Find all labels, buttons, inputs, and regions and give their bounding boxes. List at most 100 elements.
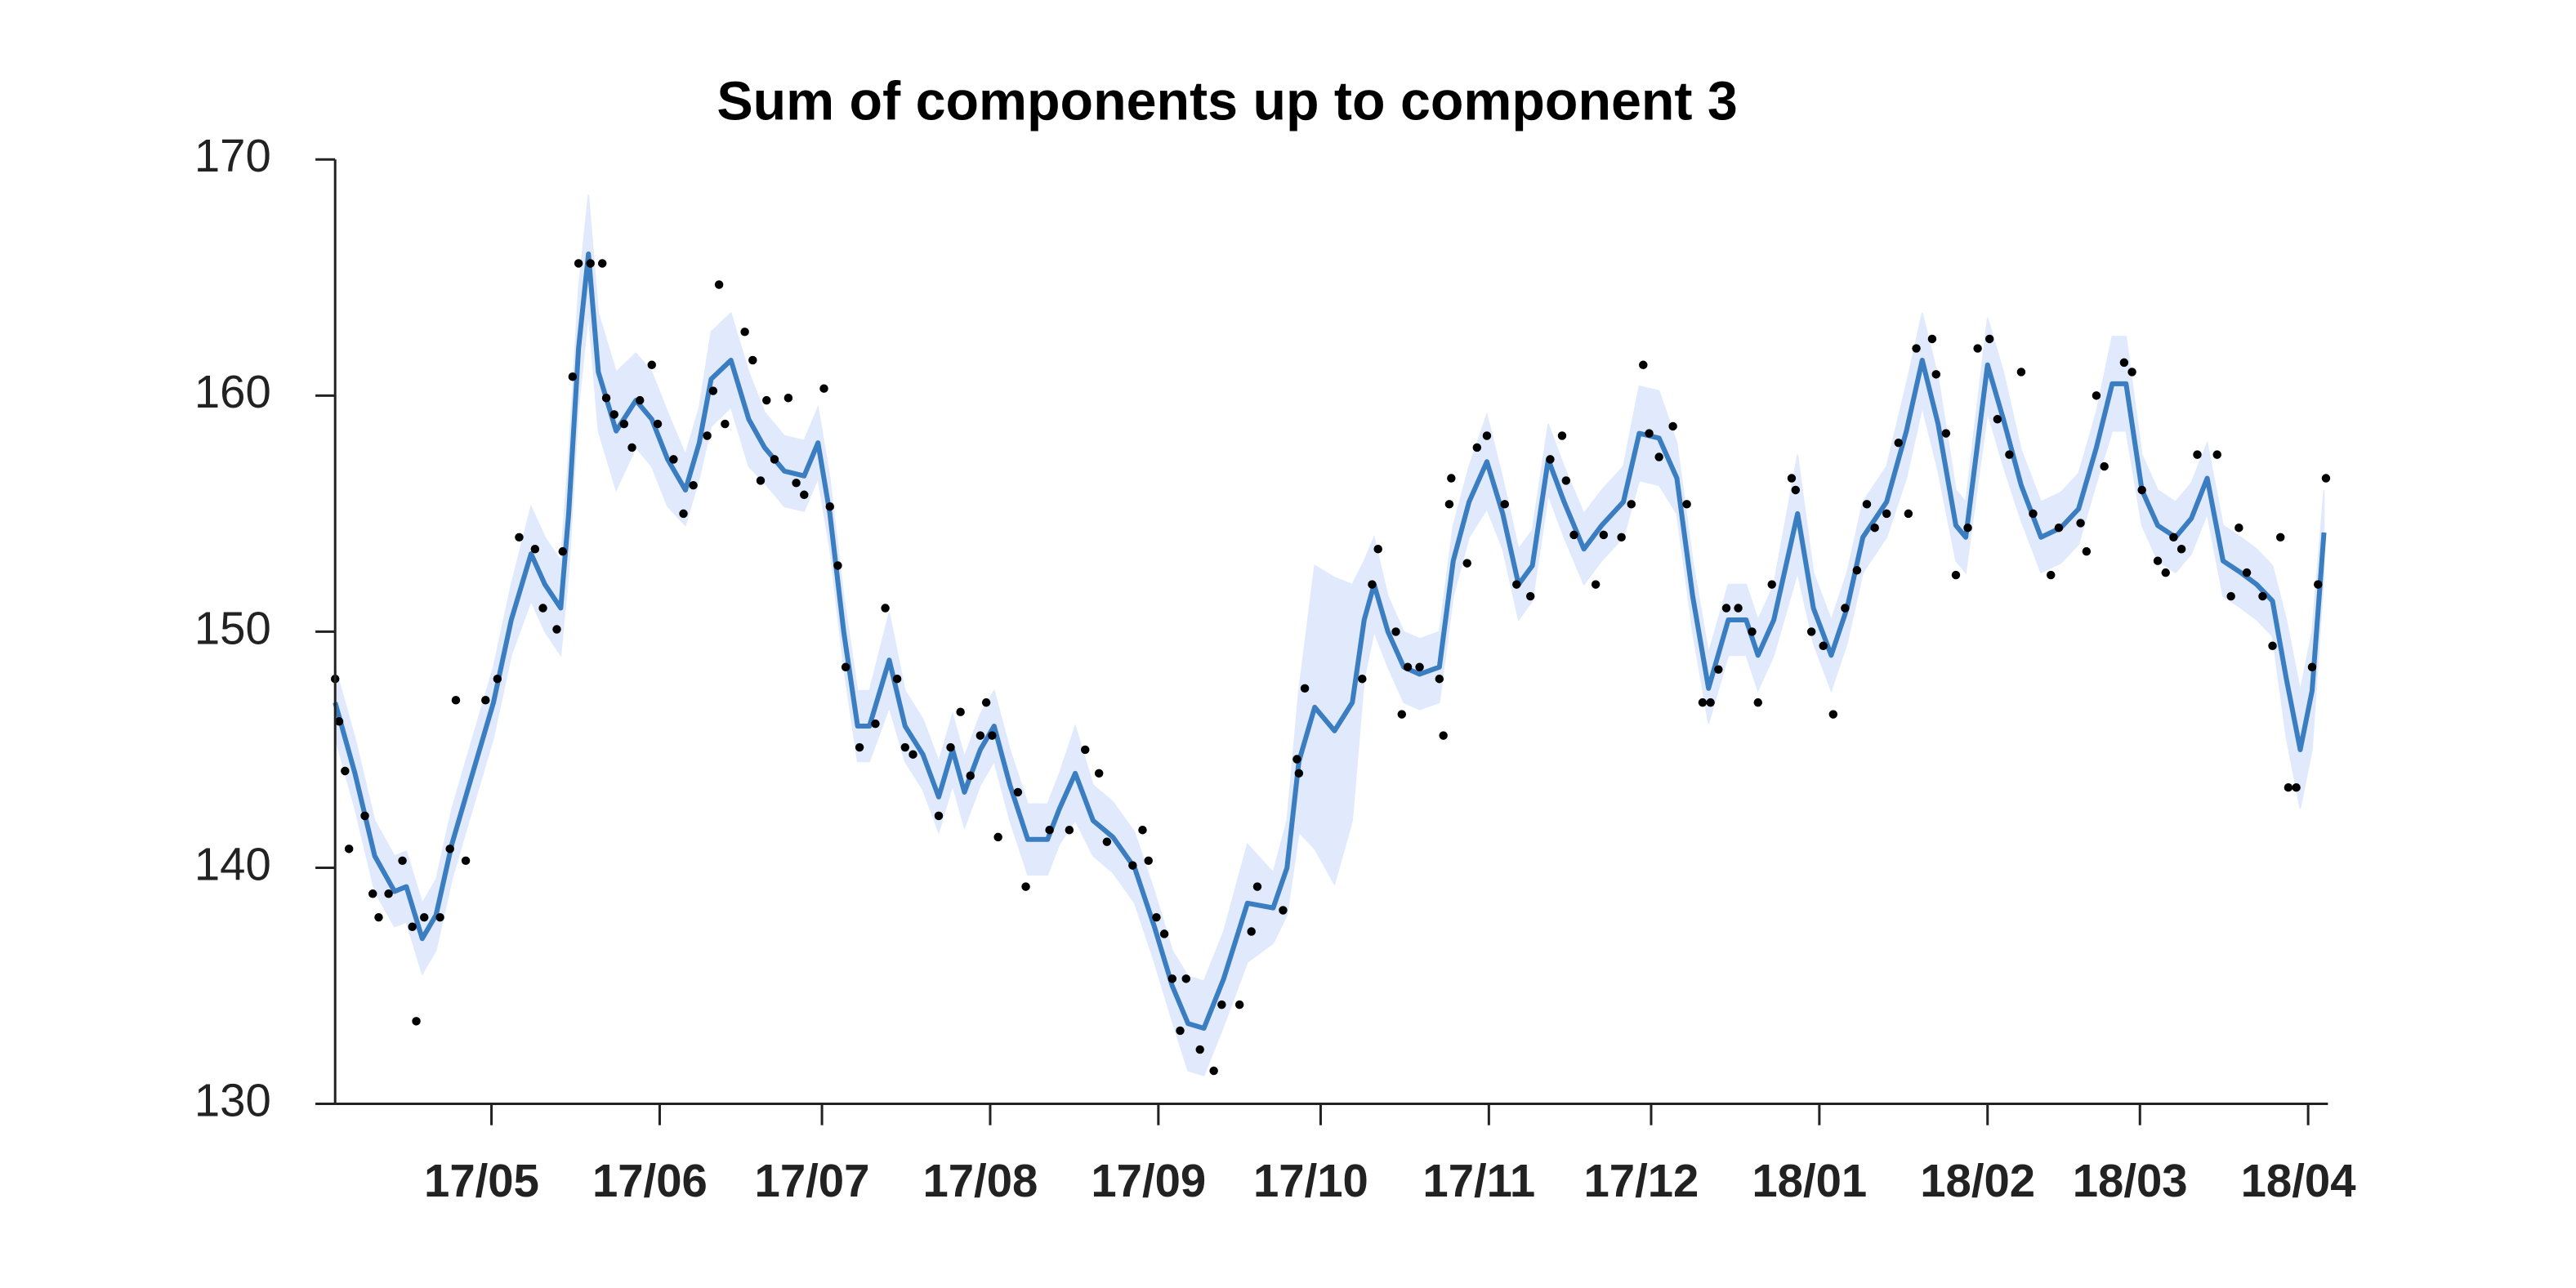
y-tick-label: 170 [194, 130, 271, 181]
data-point [1500, 500, 1509, 509]
data-point [368, 889, 377, 898]
x-tick-label: 17/08 [922, 1155, 1038, 1206]
data-point [1234, 1000, 1244, 1009]
data-point [792, 479, 801, 488]
data-point [1217, 1000, 1226, 1009]
data-point [2234, 524, 2243, 533]
confidence-band [1648, 387, 1669, 502]
data-point [1654, 452, 1663, 461]
data-point [597, 259, 607, 268]
data-point [1292, 755, 1301, 764]
data-point [2284, 782, 2293, 792]
data-point [1806, 627, 1816, 636]
data-point [451, 696, 461, 705]
data-point [946, 742, 955, 752]
data-point [1247, 927, 1256, 936]
data-point [900, 742, 910, 752]
data-point [841, 662, 850, 672]
data-point [1167, 974, 1177, 983]
data-point [1951, 570, 1961, 580]
data-point [1591, 580, 1601, 589]
data-point [1439, 731, 1448, 740]
data-point [740, 328, 749, 336]
data-point [552, 625, 561, 634]
data-point [2082, 546, 2092, 556]
data-point [412, 1017, 421, 1026]
data-point [419, 912, 429, 922]
x-tick-label: 18/01 [1752, 1155, 1867, 1206]
data-point [2212, 450, 2221, 459]
data-point [1862, 500, 1872, 509]
data-point [1963, 524, 1972, 533]
data-point [1045, 825, 1054, 835]
data-point [647, 360, 656, 370]
data-point [833, 561, 842, 570]
x-tick-label: 17/06 [592, 1155, 708, 1206]
data-point [1714, 665, 1723, 674]
data-point [784, 394, 793, 403]
data-point [2193, 450, 2202, 459]
data-point [2226, 591, 2235, 601]
data-point [1294, 769, 1304, 778]
data-point [2153, 556, 2163, 565]
data-point [558, 546, 567, 556]
data-point [1984, 334, 1994, 344]
data-point [956, 707, 965, 716]
data-point [1415, 662, 1424, 672]
axes-layer: 130 140 150 160 170 17/05 17/06 17/07 17/08 17/09… [194, 130, 2356, 1206]
data-point [1894, 438, 1903, 448]
data-point [636, 395, 645, 405]
data-point [1128, 861, 1137, 870]
confidence-band [1873, 425, 1898, 558]
confidence-band [1960, 409, 1978, 575]
data-point [1195, 1045, 1204, 1054]
data-point [2016, 368, 2026, 377]
data-point [1828, 710, 1838, 719]
data-point [714, 280, 724, 289]
x-tick-label: 17/07 [755, 1155, 870, 1206]
data-point [601, 394, 611, 403]
data-point [1209, 1066, 1218, 1076]
data-point [344, 845, 354, 853]
data-point [360, 811, 369, 821]
data-point [1748, 627, 1757, 636]
data-point [2161, 568, 2170, 577]
data-point [1435, 675, 1444, 684]
data-point [1144, 856, 1153, 866]
data-point [975, 731, 985, 740]
data-point [2307, 662, 2317, 672]
x-tick-label: 17/09 [1091, 1155, 1206, 1206]
y-tick-label: 130 [194, 1074, 271, 1125]
data-point [1368, 580, 1377, 589]
data-point [762, 395, 771, 405]
x-tick-label: 18/03 [2073, 1155, 2188, 1206]
data-point [1525, 591, 1535, 601]
data-point [1617, 533, 1626, 542]
data-point [1645, 429, 1654, 438]
data-point [1546, 455, 1555, 464]
data-point [1787, 474, 1797, 483]
data-point [1021, 882, 1030, 891]
data-point [1358, 675, 1367, 684]
data-point [825, 501, 834, 511]
data-point [1176, 1026, 1185, 1036]
data-point [1819, 641, 1828, 650]
data-point [2169, 533, 2178, 542]
data-point [515, 533, 524, 542]
data-point [1397, 710, 1407, 719]
data-point [1447, 474, 1456, 483]
band-layer [334, 194, 2325, 1076]
data-point [721, 419, 730, 429]
data-point [653, 419, 663, 429]
data-point [2127, 368, 2136, 377]
data-point [2242, 568, 2252, 577]
data-point [1882, 509, 1891, 519]
data-point [756, 476, 766, 485]
data-point [619, 419, 629, 429]
data-point [1482, 431, 1492, 440]
data-point [1698, 697, 1708, 707]
data-point [988, 731, 997, 740]
data-point [748, 355, 757, 365]
data-point [627, 443, 636, 452]
